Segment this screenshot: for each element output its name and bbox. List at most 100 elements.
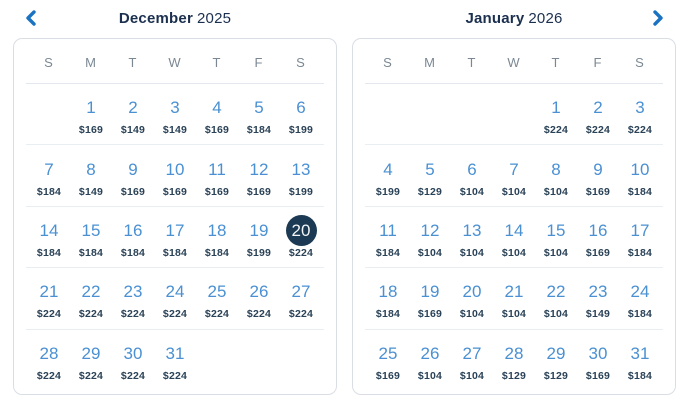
day-cell[interactable]: 19 $169 [409, 276, 451, 320]
day-cell[interactable]: 22 $104 [535, 276, 577, 320]
day-cell[interactable]: 31 $184 [619, 338, 661, 382]
day-number-selected[interactable]: 20 [285, 215, 317, 247]
day-cell[interactable]: 19 $199 [238, 215, 280, 259]
day-number[interactable]: 13 [291, 159, 311, 179]
day-number[interactable]: 31 [165, 343, 185, 363]
day-cell[interactable]: 6 $104 [451, 154, 493, 198]
day-number[interactable]: 19 [420, 282, 440, 302]
day-number[interactable]: 26 [249, 282, 269, 302]
day-number[interactable]: 19 [249, 221, 269, 241]
day-cell[interactable]: 15 $104 [535, 215, 577, 259]
day-cell[interactable]: 28 $224 [28, 338, 70, 382]
day-cell[interactable]: 15 $184 [70, 215, 112, 259]
day-cell[interactable]: 14 $104 [493, 215, 535, 259]
day-number[interactable]: 17 [630, 221, 650, 241]
day-cell[interactable]: 9 $169 [577, 154, 619, 198]
day-cell[interactable]: 20 $104 [451, 276, 493, 320]
day-cell[interactable]: 13 $199 [280, 154, 322, 198]
day-number[interactable]: 20 [462, 282, 482, 302]
day-number[interactable]: 16 [123, 221, 143, 241]
day-number[interactable]: 26 [420, 343, 440, 363]
day-cell[interactable]: 18 $184 [196, 215, 238, 259]
day-number[interactable]: 12 [249, 159, 269, 179]
day-cell[interactable]: 7 $104 [493, 154, 535, 198]
day-cell[interactable]: 5 $129 [409, 154, 451, 198]
day-number[interactable]: 14 [39, 221, 59, 241]
day-cell[interactable]: 11 $169 [196, 154, 238, 198]
day-cell[interactable]: 21 $104 [493, 276, 535, 320]
day-cell[interactable]: 1 $169 [70, 92, 112, 136]
day-number[interactable]: 10 [630, 159, 650, 179]
day-cell[interactable]: 29 $129 [535, 338, 577, 382]
day-cell[interactable]: 9 $169 [112, 154, 154, 198]
day-number[interactable]: 27 [462, 343, 482, 363]
day-number[interactable]: 12 [420, 221, 440, 241]
day-number[interactable]: 5 [425, 159, 435, 179]
day-cell[interactable]: 24 $184 [619, 276, 661, 320]
day-number[interactable]: 24 [165, 282, 185, 302]
day-cell[interactable]: 5 $184 [238, 92, 280, 136]
day-cell[interactable]: 1 $224 [535, 92, 577, 136]
day-cell[interactable]: 6 $199 [280, 92, 322, 136]
day-number[interactable]: 14 [504, 221, 524, 241]
day-number[interactable]: 6 [296, 98, 306, 118]
day-cell[interactable]: 23 $224 [112, 276, 154, 320]
day-cell[interactable]: 26 $104 [409, 338, 451, 382]
day-cell[interactable]: 8 $104 [535, 154, 577, 198]
day-cell[interactable]: 11 $184 [367, 215, 409, 259]
day-number[interactable]: 27 [291, 282, 311, 302]
day-number[interactable]: 8 [551, 159, 561, 179]
day-cell[interactable]: 10 $169 [154, 154, 196, 198]
day-cell[interactable]: 3 $149 [154, 92, 196, 136]
day-number[interactable]: 8 [86, 159, 96, 179]
day-number[interactable]: 11 [208, 159, 226, 179]
previous-month-button[interactable] [19, 6, 43, 30]
day-cell[interactable]: 17 $184 [154, 215, 196, 259]
day-number[interactable]: 31 [630, 343, 650, 363]
next-month-button[interactable] [646, 6, 670, 30]
day-number[interactable]: 3 [635, 98, 645, 118]
day-cell[interactable]: 25 $169 [367, 338, 409, 382]
day-number[interactable]: 30 [588, 343, 608, 363]
day-cell[interactable]: 31 $224 [154, 338, 196, 382]
day-cell[interactable]: 12 $104 [409, 215, 451, 259]
day-number[interactable]: 22 [81, 282, 101, 302]
day-number[interactable]: 22 [546, 282, 566, 302]
day-cell[interactable]: 24 $224 [154, 276, 196, 320]
day-cell[interactable]: 29 $224 [70, 338, 112, 382]
day-number[interactable]: 25 [378, 343, 398, 363]
day-number[interactable]: 25 [207, 282, 227, 302]
day-number[interactable]: 18 [207, 221, 227, 241]
day-number[interactable]: 2 [128, 98, 138, 118]
day-cell[interactable]: 18 $184 [367, 276, 409, 320]
day-cell[interactable]: 8 $149 [70, 154, 112, 198]
day-cell[interactable]: 23 $149 [577, 276, 619, 320]
day-cell[interactable]: 10 $184 [619, 154, 661, 198]
day-number[interactable]: 21 [504, 282, 524, 302]
day-number[interactable]: 7 [44, 159, 54, 179]
day-cell[interactable]: 7 $184 [28, 154, 70, 198]
day-number[interactable]: 23 [123, 282, 143, 302]
day-cell[interactable]: 30 $224 [112, 338, 154, 382]
day-number[interactable]: 1 [86, 98, 96, 118]
day-number[interactable]: 21 [39, 282, 59, 302]
day-cell[interactable]: 14 $184 [28, 215, 70, 259]
day-number[interactable]: 23 [588, 282, 608, 302]
day-cell[interactable]: 22 $224 [70, 276, 112, 320]
day-cell[interactable]: 2 $224 [577, 92, 619, 136]
day-cell[interactable]: 26 $224 [238, 276, 280, 320]
day-cell[interactable]: 25 $224 [196, 276, 238, 320]
day-number[interactable]: 15 [546, 221, 566, 241]
day-cell[interactable]: 27 $224 [280, 276, 322, 320]
day-cell[interactable]: 27 $104 [451, 338, 493, 382]
day-cell[interactable]: 20 $224 [280, 215, 322, 259]
day-number[interactable]: 13 [462, 221, 482, 241]
day-number[interactable]: 6 [467, 159, 477, 179]
day-cell[interactable]: 21 $224 [28, 276, 70, 320]
day-number[interactable]: 4 [212, 98, 222, 118]
day-number[interactable]: 28 [39, 343, 59, 363]
day-number[interactable]: 29 [546, 343, 566, 363]
day-number[interactable]: 18 [378, 282, 398, 302]
day-number[interactable]: 17 [165, 221, 185, 241]
day-cell[interactable]: 4 $199 [367, 154, 409, 198]
